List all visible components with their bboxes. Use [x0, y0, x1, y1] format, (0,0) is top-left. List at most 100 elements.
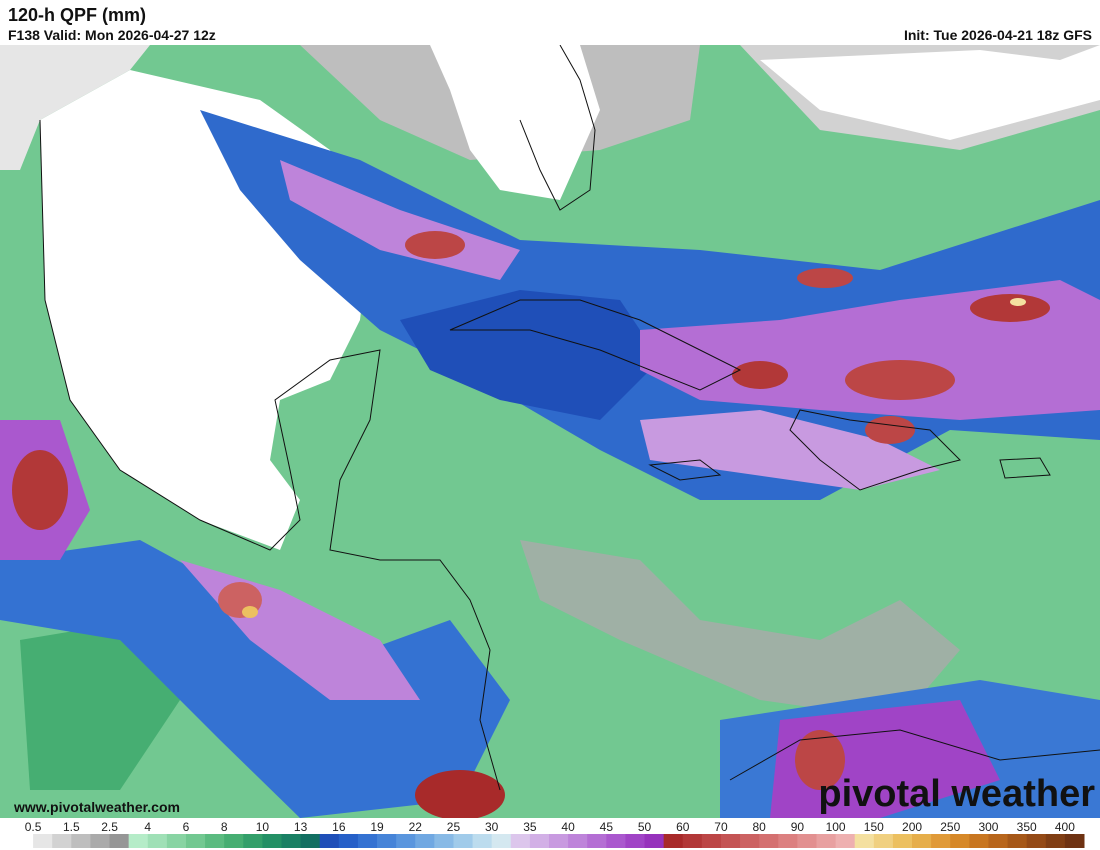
colorbar-segment	[529, 834, 550, 848]
colorbar-label: 60	[676, 820, 690, 834]
precip-area	[400, 290, 660, 420]
colorbar-segment	[950, 834, 970, 848]
colorbar-segment	[701, 834, 722, 848]
colorbar-segment	[147, 834, 168, 848]
colorbar-segment	[128, 834, 149, 848]
colorbar-segment	[281, 834, 302, 848]
colorbar-segment	[300, 834, 321, 848]
colorbar-segment	[185, 834, 206, 848]
heavy-precip	[242, 606, 258, 618]
colorbar-segment	[472, 834, 493, 848]
colorbar-segment	[262, 834, 282, 848]
colorbar-segment	[682, 834, 703, 848]
map-title: 120-h QPF (mm)	[8, 5, 146, 25]
colorbar-label: 90	[791, 820, 805, 834]
colorbar-segment	[606, 834, 626, 848]
precip-area	[20, 620, 180, 790]
colorbar-label: 16	[332, 820, 346, 834]
colorbar-segment	[720, 834, 741, 848]
precip-area	[520, 540, 960, 720]
colorbar-label: 19	[370, 820, 384, 834]
colorbar-segment	[434, 834, 454, 848]
colorbar-label: 100	[826, 820, 846, 834]
colorbar-segment	[357, 834, 378, 848]
colorbar-segment	[377, 834, 397, 848]
heavy-precip	[12, 450, 68, 530]
colorbar-label: 0.5	[25, 820, 42, 834]
colorbar-segment	[319, 834, 340, 848]
coastline	[449, 299, 742, 391]
colorbar-segment	[14, 834, 34, 848]
heavy-precip	[415, 770, 505, 818]
colorbar-segment	[873, 834, 894, 848]
colorbar-segment	[912, 834, 932, 848]
colorbar-segment	[1064, 834, 1085, 848]
colorbar: 0.5 1.5 2.5 4 6 8 10 13 16 19 22 25 30 35 40 45 50 60 70 80…	[0, 818, 1100, 850]
colorbar-label: 150	[864, 820, 884, 834]
colorbar-segment	[1007, 834, 1028, 848]
colorbar-segment	[71, 834, 91, 848]
dry-area	[430, 45, 600, 200]
colorbar-label: 70	[714, 820, 728, 834]
colorbar-segment	[1045, 834, 1066, 848]
watermark-brand: pivotal weather	[818, 773, 1095, 815]
colorbar-segment	[778, 834, 798, 848]
colorbar-segment	[587, 834, 607, 848]
colorbar-segment	[797, 834, 817, 848]
heavy-precip	[732, 361, 788, 389]
colorbar-segment	[491, 834, 512, 848]
colorbar-label: 25	[447, 820, 461, 834]
heavy-precip	[865, 416, 915, 444]
watermark-url: www.pivotalweather.com	[13, 799, 180, 815]
colorbar-label: 8	[221, 820, 228, 834]
colorbar-segment	[816, 834, 837, 848]
colorbar-segment	[510, 834, 531, 848]
init-time: Init: Tue 2026-04-21 18z GFS	[904, 27, 1092, 43]
coastline	[789, 409, 961, 491]
colorbar-segment	[109, 834, 130, 848]
colorbar-segment	[224, 834, 244, 848]
heavy-precip	[795, 730, 845, 790]
colorbar-segment	[205, 834, 225, 848]
heavy-precip	[1010, 298, 1026, 306]
colorbar-segment	[892, 834, 913, 848]
colorbar-segment	[1026, 834, 1047, 848]
precip-area	[640, 410, 940, 490]
colorbar-label: 40	[561, 820, 575, 834]
colorbar-label: 22	[409, 820, 423, 834]
colorbar-label: 80	[752, 820, 766, 834]
colorbar-label: 30	[485, 820, 499, 834]
colorbar-label: 1.5	[63, 820, 80, 834]
colorbar-segment	[568, 834, 588, 848]
colorbar-label: 4	[144, 820, 151, 834]
heavy-precip	[845, 360, 955, 400]
valid-time: F138 Valid: Mon 2026-04-27 12z	[8, 27, 216, 43]
colorbar-segment	[835, 834, 856, 848]
colorbar-segment	[415, 834, 435, 848]
heavy-precip	[970, 294, 1050, 322]
heavy-precip	[405, 231, 465, 259]
colorbar-segment	[338, 834, 359, 848]
colorbar-label: 45	[600, 820, 614, 834]
colorbar-segment	[52, 834, 72, 848]
colorbar-segment	[931, 834, 951, 848]
dry-area	[0, 45, 150, 170]
colorbar-segment	[243, 834, 263, 848]
map-area	[0, 45, 1100, 818]
colorbar-segment	[33, 834, 53, 848]
colorbar-label: 300	[978, 820, 998, 834]
colorbar-label: 10	[256, 820, 270, 834]
coastlines	[39, 45, 1100, 791]
colorbar-label: 50	[638, 820, 652, 834]
colorbar-segment	[759, 834, 779, 848]
dry-area	[760, 45, 1100, 140]
colorbar-segment	[549, 834, 569, 848]
colorbar-label: 35	[523, 820, 537, 834]
colorbar-segment	[854, 834, 875, 848]
colorbar-segment	[644, 834, 665, 848]
colorbar-label: 400	[1055, 820, 1075, 834]
coastline	[729, 729, 1100, 781]
colorbar-segment	[988, 834, 1009, 848]
